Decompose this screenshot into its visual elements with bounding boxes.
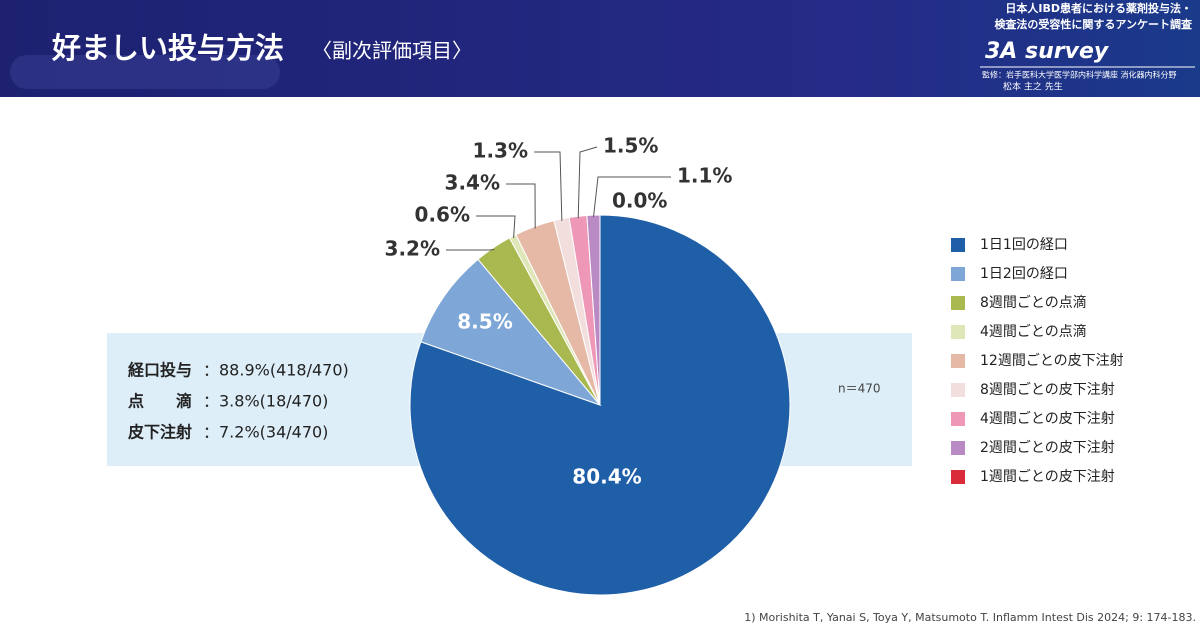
slice-label: 1.3% <box>473 139 528 163</box>
legend-swatch <box>951 267 965 281</box>
legend-label: 1週間ごとの皮下注射 <box>980 469 1115 485</box>
legend-swatch <box>951 325 965 339</box>
summary-label: 点 滴 <box>128 392 192 411</box>
slice-label: 1.1% <box>677 164 732 188</box>
legend-swatch <box>951 238 965 252</box>
slide-title: 好ましい投与方法 <box>51 31 284 65</box>
slice-label: 1.5% <box>603 134 658 158</box>
slice-label: 0.0% <box>612 189 667 213</box>
leader-line <box>534 152 562 221</box>
legend-label: 8週間ごとの皮下注射 <box>980 382 1115 398</box>
legend-label: 4週間ごとの点滴 <box>980 323 1087 340</box>
slice-label: 8.5% <box>457 310 512 334</box>
leader-line <box>506 184 535 229</box>
sample-size: n＝470 <box>838 382 881 396</box>
supervisor-text: 松本 主之 先生 <box>1003 81 1063 93</box>
summary-value: ：88.9%(418/470) <box>203 361 349 380</box>
legend-swatch <box>951 383 965 397</box>
summary-label: 皮下注射 <box>127 423 192 442</box>
legend-label: 12週間ごとの皮下注射 <box>980 353 1124 369</box>
supervisor-text: 監修：岩手医科大学医学部内科学講座 消化器内科分野 <box>982 70 1177 80</box>
legend-swatch <box>951 441 965 455</box>
survey-text: 日本人IBD患者における薬剤投与法・ <box>1005 1 1192 15</box>
legend-swatch <box>951 412 965 426</box>
slide-subtitle: 〈副次評価項目〉 <box>312 39 472 63</box>
slice-label: 0.6% <box>415 203 470 227</box>
legend-swatch <box>951 354 965 368</box>
slice-label: 3.2% <box>385 237 440 261</box>
summary-value: ：3.8%(18/470) <box>203 392 328 411</box>
legend-label: 4週間ごとの皮下注射 <box>980 411 1115 427</box>
legend-label: 1日2回の経口 <box>980 266 1068 282</box>
legend-label: 8週間ごとの点滴 <box>980 294 1087 311</box>
legend-label: 1日1回の経口 <box>980 237 1068 253</box>
leader-line <box>476 216 515 238</box>
legend-swatch <box>951 470 965 484</box>
survey-text: 検査法の受容性に関するアンケート調査 <box>994 17 1192 31</box>
summary-value: ：7.2%(34/470) <box>203 423 328 442</box>
survey-name: 3A survey <box>985 39 1110 64</box>
legend-swatch <box>951 296 965 310</box>
summary-label: 経口投与 <box>128 361 192 380</box>
slice-label: 80.4% <box>572 465 641 489</box>
footnote: 1) Morishita T, Yanai S, Toya Y, Matsumo… <box>744 611 1196 624</box>
slice-label: 3.4% <box>445 171 500 195</box>
legend-label: 2週間ごとの皮下注射 <box>980 440 1115 456</box>
